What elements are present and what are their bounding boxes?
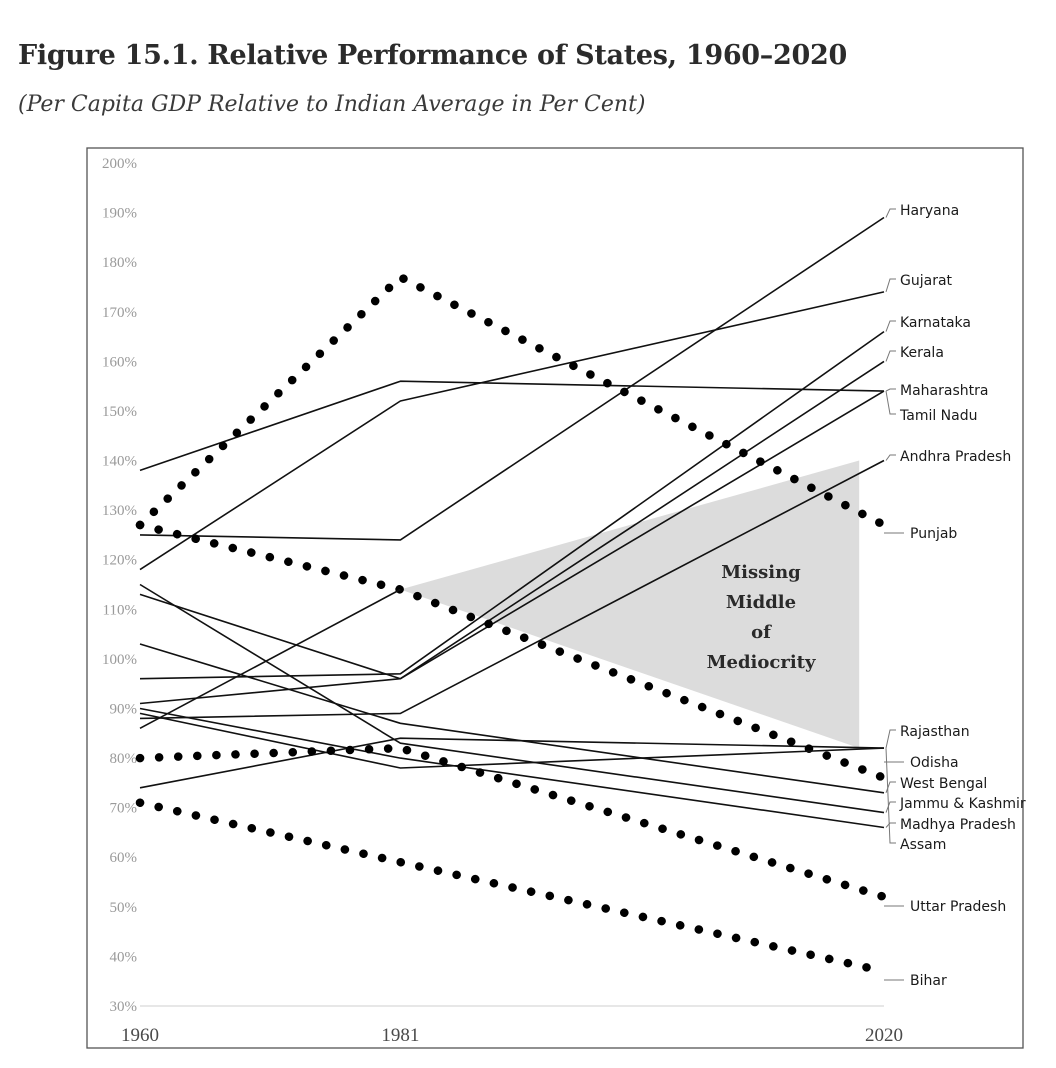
y-tick-label: 130% bbox=[102, 503, 137, 519]
series-line-andhra-pradesh bbox=[139, 459, 885, 720]
series-line-punjab bbox=[135, 271, 889, 530]
series-label-jammu-and-kashmir: Jammu & Kashmir bbox=[899, 796, 1026, 812]
series-label-gujarat: Gujarat bbox=[900, 273, 953, 289]
series-label-andhra-pradesh: Andhra Pradesh bbox=[900, 449, 1011, 465]
series-line-madhya-pradesh bbox=[139, 707, 885, 829]
series-line-haryana bbox=[139, 216, 885, 541]
annotation-text: Missing bbox=[721, 562, 801, 583]
series-leader-madhya-pradesh bbox=[885, 822, 896, 828]
series-line-rajasthan bbox=[139, 737, 885, 789]
series-line-unlabeled-16 bbox=[139, 588, 401, 730]
series-leader-gujarat bbox=[885, 278, 896, 293]
series-label-west-bengal: West Bengal bbox=[900, 776, 987, 792]
series-line-uttar-pradesh bbox=[135, 743, 889, 902]
series-leader-maharashtra bbox=[885, 388, 896, 392]
series-leader-kerala bbox=[885, 350, 896, 362]
y-tick-label: 30% bbox=[110, 999, 138, 1015]
series-line-gujarat bbox=[139, 291, 885, 571]
y-tick-label: 150% bbox=[102, 404, 137, 420]
series-leader-assam bbox=[885, 748, 896, 844]
x-tick-label: 2020 bbox=[865, 1025, 903, 1046]
annotation-text: Middle bbox=[726, 592, 796, 613]
series-leader-rajasthan bbox=[885, 729, 896, 749]
series-label-rajasthan: Rajasthan bbox=[900, 724, 970, 740]
chart-subtitle: (Per Capita GDP Relative to Indian Avera… bbox=[18, 92, 646, 117]
plot-frame bbox=[86, 147, 1024, 1049]
y-tick-label: 70% bbox=[110, 801, 138, 817]
y-tick-label: 200% bbox=[102, 156, 137, 172]
x-tick-label: 1960 bbox=[121, 1025, 159, 1046]
chart-title: Figure 15.1. Relative Performance of Sta… bbox=[18, 40, 847, 71]
missing-middle-region bbox=[400, 460, 860, 749]
y-tick-label: 90% bbox=[110, 701, 138, 717]
series-label-bihar: Bihar bbox=[910, 973, 947, 989]
annotation-text: of bbox=[751, 622, 772, 643]
series-leader-haryana bbox=[885, 208, 896, 218]
series-label-assam: Assam bbox=[900, 837, 946, 853]
series-leader-andhra-pradesh bbox=[885, 454, 896, 461]
series-label-uttar-pradesh: Uttar Pradesh bbox=[910, 899, 1006, 915]
series-leader-tamil-nadu bbox=[885, 391, 896, 415]
y-tick-label: 190% bbox=[102, 206, 137, 222]
series-label-maharashtra: Maharashtra bbox=[900, 383, 988, 399]
series-line-west-bengal bbox=[139, 643, 885, 794]
series-label-odisha: Odisha bbox=[910, 755, 959, 771]
series-label-karnataka: Karnataka bbox=[900, 315, 971, 331]
series-line-jammu-and-kashmir bbox=[139, 583, 885, 814]
y-tick-label: 170% bbox=[102, 305, 137, 321]
series-label-haryana: Haryana bbox=[900, 203, 959, 219]
y-tick-label: 50% bbox=[110, 900, 138, 916]
x-tick-label: 1981 bbox=[381, 1025, 419, 1046]
y-tick-label: 120% bbox=[102, 553, 137, 569]
y-tick-label: 80% bbox=[110, 751, 138, 767]
annotation-text: Mediocrity bbox=[707, 652, 816, 673]
series-label-kerala: Kerala bbox=[900, 345, 944, 361]
y-tick-label: 100% bbox=[102, 652, 137, 668]
series-label-madhya-pradesh: Madhya Pradesh bbox=[900, 817, 1016, 833]
y-tick-label: 180% bbox=[102, 255, 137, 271]
y-tick-label: 40% bbox=[110, 949, 138, 965]
series-label-tamil-nadu: Tamil Nadu bbox=[899, 408, 978, 424]
series-leader-karnataka bbox=[885, 320, 896, 332]
y-tick-label: 60% bbox=[110, 850, 138, 866]
series-label-punjab: Punjab bbox=[910, 526, 957, 542]
y-tick-label: 160% bbox=[102, 354, 137, 370]
series-line-maharashtra bbox=[139, 380, 885, 472]
series-line-tamil-nadu bbox=[139, 390, 885, 680]
series-line-bihar bbox=[135, 798, 889, 976]
series-line-assam bbox=[139, 712, 885, 769]
y-tick-label: 140% bbox=[102, 454, 137, 470]
series-leader-jammu-and-kashmir bbox=[885, 801, 896, 813]
y-tick-label: 110% bbox=[103, 602, 137, 618]
